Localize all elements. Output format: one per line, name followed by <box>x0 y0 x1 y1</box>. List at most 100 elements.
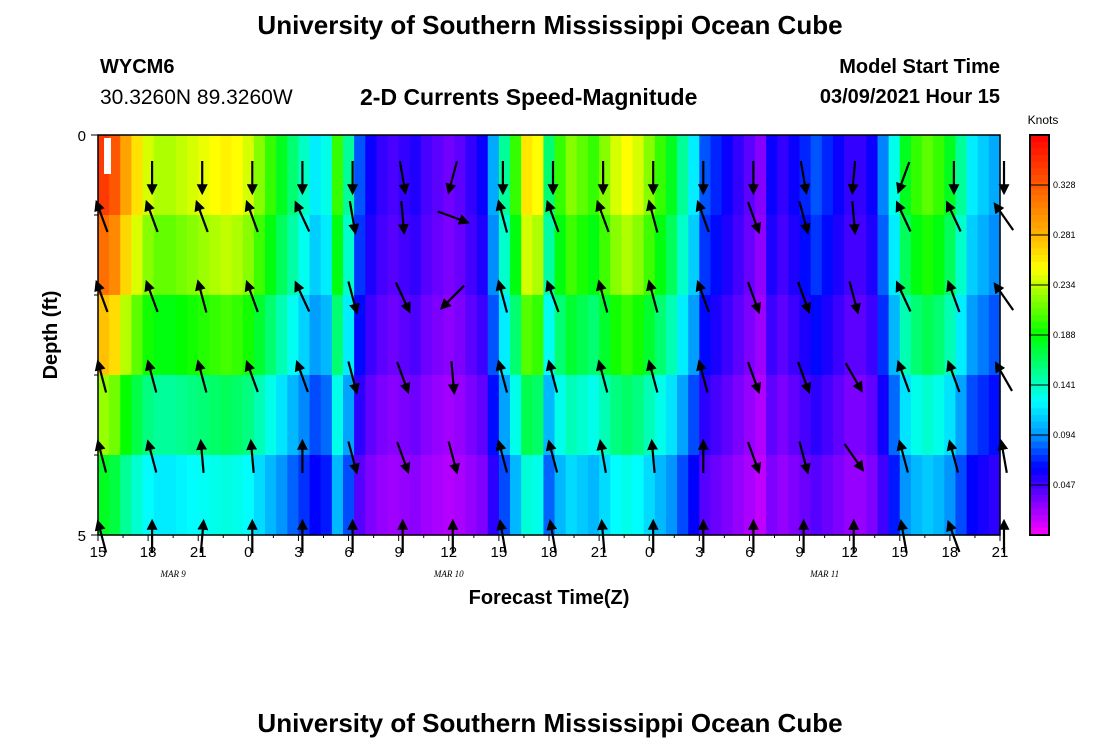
heatmap-cell <box>799 295 812 376</box>
heatmap-cell <box>866 375 879 456</box>
heatmap-cell <box>98 455 110 536</box>
heatmap-cell <box>610 215 622 296</box>
current-vector-arrow <box>347 441 360 475</box>
current-vector-arrow <box>797 361 812 395</box>
heatmap-cell <box>944 375 957 456</box>
heatmap-cell <box>821 455 834 536</box>
heatmap-cell <box>298 455 311 536</box>
colorbar-segment <box>1030 268 1049 276</box>
heatmap-cell <box>265 455 277 536</box>
current-vector-arrow <box>397 201 409 236</box>
current-vector-arrow <box>347 361 360 395</box>
colorbar: 0.328 0.281 0.234 0.188 0.141 0.094 0.047 <box>1029 134 1076 536</box>
current-vector-arrow <box>396 441 411 475</box>
colorbar-segment <box>1030 235 1049 243</box>
heatmap-cell <box>398 135 411 216</box>
heatmap-cell <box>565 295 578 376</box>
heatmap-cell <box>721 375 734 456</box>
heatmap-cell <box>331 215 344 296</box>
colorbar-segment <box>1030 528 1049 536</box>
colorbar-tick-label: 0.234 <box>1053 280 1076 290</box>
heatmap-cell <box>610 295 622 376</box>
colorbar-segment <box>1030 368 1049 376</box>
colorbar-segment <box>1030 135 1049 143</box>
heatmap-cell <box>788 375 801 456</box>
current-vector-arrow <box>895 280 912 312</box>
heatmap-cell <box>220 215 233 296</box>
heatmap-cell <box>454 455 467 536</box>
colorbar-segment <box>1030 161 1049 169</box>
heatmap-cell <box>665 135 678 216</box>
colorbar-segment <box>1030 508 1049 516</box>
heatmap-cell <box>265 375 277 456</box>
current-vector-arrow <box>445 161 458 195</box>
heatmap-cell <box>120 375 133 456</box>
heatmap-cell <box>988 455 1001 536</box>
x-tick-label: 18 <box>140 544 157 561</box>
heatmap-cell <box>755 215 767 296</box>
heatmap-cell <box>409 135 422 216</box>
heatmap-cell <box>944 215 957 296</box>
heatmap-cell <box>955 455 968 536</box>
heatmap-cell <box>610 135 622 216</box>
heatmap-cell <box>465 135 478 216</box>
heatmap-cell <box>409 455 422 536</box>
heatmap-cell <box>565 375 578 456</box>
heatmap-cell <box>109 135 121 216</box>
heatmap-cell <box>287 135 300 216</box>
heatmap-cell <box>398 375 411 456</box>
current-vector-arrow <box>496 519 508 553</box>
heatmap-cell <box>688 295 700 376</box>
colorbar-segment <box>1030 408 1049 416</box>
current-vector-arrow <box>398 161 410 195</box>
x-tick-label: 6 <box>745 544 753 561</box>
heatmap-cell <box>432 375 444 456</box>
heatmap-cell <box>98 135 110 216</box>
current-vector-arrow <box>196 438 208 473</box>
colorbar-segment <box>1030 221 1049 229</box>
y-tick-label: 0 <box>78 128 86 145</box>
colorbar-segment <box>1030 515 1049 523</box>
heatmap-cell <box>298 215 311 296</box>
start-marker <box>104 138 111 174</box>
colorbar-segment <box>1030 455 1049 463</box>
colorbar-tick-label: 0.281 <box>1053 230 1076 240</box>
heatmap-cell <box>966 375 979 456</box>
heatmap-cell <box>521 215 533 296</box>
heatmap-cell <box>910 455 923 536</box>
heatmap-cell <box>844 135 856 216</box>
heatmap-cell <box>387 295 400 376</box>
heatmap-cell <box>699 215 712 296</box>
heatmap-cell <box>955 375 968 456</box>
heatmap-cell <box>242 375 255 456</box>
heatmap-cell <box>543 295 556 376</box>
heatmap-cell <box>242 295 255 376</box>
heatmap-cell <box>409 215 422 296</box>
heatmap-cell <box>287 295 300 376</box>
heatmap-cell <box>543 215 556 296</box>
current-vector-arrow <box>545 199 560 233</box>
heatmap-cell <box>320 215 333 296</box>
heatmap-cell <box>432 215 444 296</box>
heatmap-cell <box>777 375 790 456</box>
heatmap-cell <box>665 455 678 536</box>
colorbar-segment <box>1030 155 1049 163</box>
x-date-label: MAR 11 <box>809 569 839 579</box>
heatmap-cell <box>420 135 433 216</box>
colorbar-segment <box>1030 255 1049 263</box>
heatmap-cell <box>131 295 144 376</box>
heatmap-cell <box>632 455 645 536</box>
heatmap-cell <box>888 455 901 536</box>
heatmap-cell <box>944 455 957 536</box>
colorbar-segment <box>1030 295 1049 303</box>
heatmap-cell <box>922 295 934 376</box>
current-vector-arrow <box>596 518 608 553</box>
current-vector-arrow <box>595 199 610 233</box>
heatmap-cell <box>398 455 411 536</box>
heatmap-cell <box>209 295 222 376</box>
heatmap-cell <box>832 455 845 536</box>
heatmap-cell <box>988 295 1001 376</box>
heatmap-cell <box>554 295 567 376</box>
current-vector-arrow <box>946 439 960 473</box>
x-tick-label: 15 <box>90 544 107 561</box>
